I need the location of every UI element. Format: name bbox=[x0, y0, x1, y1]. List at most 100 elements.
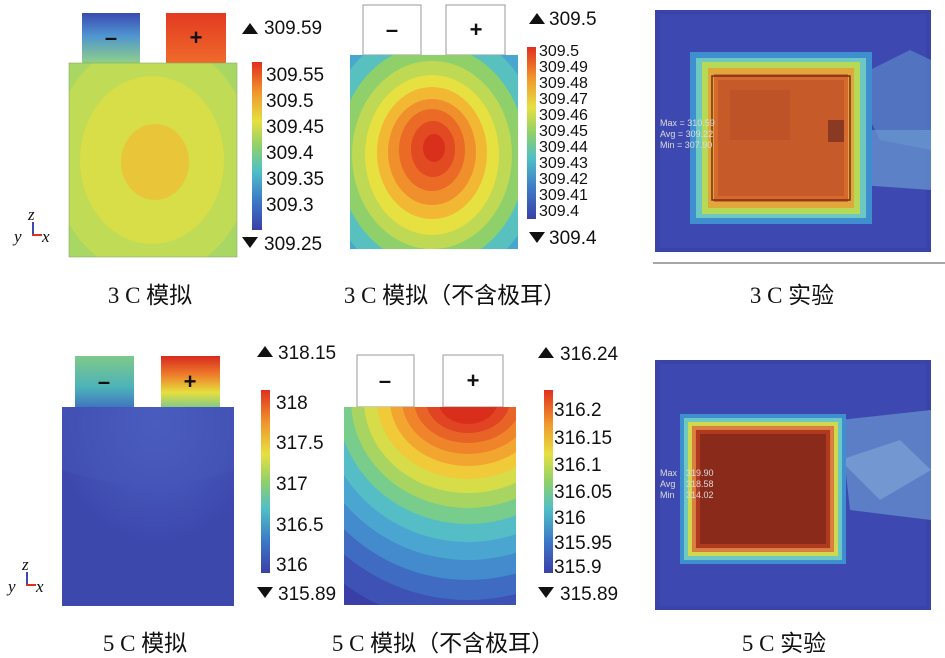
scale-3c-tick: 309.55 bbox=[266, 65, 325, 86]
pos-sign-5c-notab: + bbox=[466, 368, 480, 393]
scale-5c-notab-tick: 316.2 bbox=[554, 400, 602, 421]
scale-3c-tick: 309.3 bbox=[266, 195, 314, 216]
neg-sign-3c-notab: – bbox=[385, 17, 399, 42]
thermal-5c-avg-value: 318.58 bbox=[686, 479, 714, 489]
cell-body-3c-notab bbox=[350, 55, 518, 249]
scale-5c-tick: 316 bbox=[276, 555, 308, 576]
sim-5c-notab-panel bbox=[344, 354, 516, 605]
cell-body-3c bbox=[69, 63, 237, 257]
axis-x-label: x bbox=[36, 577, 44, 596]
scale-5c-notab-tick: 315.9 bbox=[554, 557, 602, 578]
sim-3c-panel bbox=[68, 13, 238, 258]
max-triangle-icon bbox=[242, 23, 258, 34]
thermal-5c-max-value: 319.90 bbox=[686, 468, 714, 478]
scale-5c-notab-tick: 315.95 bbox=[554, 533, 613, 554]
scale-3c-tick: 309.45 bbox=[266, 117, 325, 138]
sim-5c-panel bbox=[62, 356, 234, 606]
axis-triad-3c: z y x bbox=[14, 206, 64, 246]
caption-3c-exp: 3 C 实验 bbox=[749, 283, 835, 308]
caption-5c-sim-notab: 5 C 模拟（不含极耳） bbox=[331, 631, 555, 656]
scale-5c-notab-tick: 316.15 bbox=[554, 428, 613, 449]
pos-sign-3c-notab: + bbox=[469, 17, 483, 42]
caption-3c-sim-notab: 3 C 模拟（不含极耳） bbox=[343, 283, 567, 308]
colorbar-5c bbox=[257, 346, 273, 598]
scale-3c-notab-tick: 309.47 bbox=[539, 91, 588, 108]
scale-5c-tick: 318 bbox=[276, 393, 308, 414]
caption-5c-sim: 5 C 模拟 bbox=[102, 631, 188, 656]
min-triangle-icon bbox=[529, 232, 545, 243]
scale-3c-notab-min: 309.4 bbox=[549, 228, 597, 249]
thermal-5c-min-label: Min bbox=[660, 490, 675, 500]
scale-3c-max: 309.59 bbox=[264, 18, 323, 39]
scale-3c-tick: 309.4 bbox=[266, 143, 314, 164]
max-triangle-icon bbox=[529, 13, 545, 24]
thermal-3c-image bbox=[655, 10, 931, 252]
neg-tab-5c bbox=[75, 356, 134, 408]
axis-x-line bbox=[32, 234, 42, 236]
pos-sign-3c: + bbox=[189, 25, 203, 50]
min-triangle-icon bbox=[257, 587, 273, 598]
scale-5c-notab-max: 316.24 bbox=[560, 344, 619, 365]
neg-sign-5c: – bbox=[97, 369, 111, 394]
thermal-3c-min: Min = 307.90 bbox=[660, 140, 713, 150]
scale-3c-tick: 309.35 bbox=[266, 169, 325, 190]
max-triangle-icon bbox=[257, 346, 273, 357]
scale-5c-max: 318.15 bbox=[278, 343, 337, 364]
scale-5c-min: 315.89 bbox=[278, 584, 337, 605]
sim-3c-notab-panel bbox=[350, 4, 518, 249]
scale-3c-min: 309.25 bbox=[264, 234, 323, 255]
scale-5c-notab-min: 315.89 bbox=[560, 584, 619, 605]
scale-3c-notab-tick: 309.44 bbox=[539, 139, 588, 156]
scale-5c-notab-tick: 316 bbox=[554, 508, 586, 529]
axis-z-label: z bbox=[28, 205, 35, 224]
max-triangle-icon bbox=[538, 347, 554, 358]
pos-tab-5c-notab bbox=[442, 354, 504, 408]
scale-3c-notab-tick: 309.43 bbox=[539, 155, 588, 172]
neg-sign-3c: – bbox=[104, 25, 118, 50]
colorbar-3c-notab bbox=[527, 13, 545, 243]
thermal-3c-max: Max = 310.59 bbox=[660, 118, 715, 128]
axis-x-label: x bbox=[42, 227, 50, 246]
neg-tab-3c-notab bbox=[362, 4, 422, 56]
axis-z-line bbox=[32, 222, 34, 236]
scale-5c-tick: 317 bbox=[276, 474, 308, 495]
axis-triad-5c: z y x bbox=[8, 556, 58, 596]
min-triangle-icon bbox=[242, 237, 258, 248]
neg-tab-3c bbox=[82, 13, 140, 63]
scale-3c-notab-tick: 309.49 bbox=[539, 59, 588, 76]
scale-3c-notab-tick: 309.41 bbox=[539, 187, 588, 204]
thermal-5c-max-label: Max bbox=[660, 468, 678, 478]
colorbar-5c-notab bbox=[538, 347, 554, 598]
axis-z-label: z bbox=[22, 555, 29, 574]
thermal-3c-readout: Max = 310.59 Avg = 309.22 Min = 307.90 bbox=[660, 118, 715, 151]
axis-y-label: y bbox=[8, 577, 16, 596]
colorbar-3c bbox=[242, 23, 262, 248]
min-triangle-icon bbox=[538, 587, 554, 598]
scale-5c-notab-tick: 316.05 bbox=[554, 482, 613, 503]
scale-3c-notab-tick: 309.46 bbox=[539, 107, 588, 124]
pos-tab-5c bbox=[161, 356, 220, 408]
scale-5c-tick: 316.5 bbox=[276, 515, 324, 536]
scale-3c-notab-tick: 309.48 bbox=[539, 75, 588, 92]
scale-3c-notab-tick: 309.42 bbox=[539, 171, 588, 188]
caption-5c-exp: 5 C 实验 bbox=[741, 631, 827, 656]
scale-3c-notab-max: 309.5 bbox=[549, 9, 597, 30]
cell-body-5c-notab bbox=[344, 407, 516, 605]
thermal-5c-avg-label: Avg bbox=[660, 479, 676, 489]
caption-3c-sim: 3 C 模拟 bbox=[107, 283, 193, 308]
scale-3c-notab-tick: 309.5 bbox=[539, 43, 580, 60]
pos-tab-3c-notab bbox=[445, 4, 506, 56]
scale-3c-notab-tick: 309.4 bbox=[539, 203, 580, 220]
pos-tab-3c bbox=[166, 13, 226, 63]
thermal-5c-image bbox=[655, 360, 931, 610]
axis-x-line bbox=[26, 584, 36, 586]
pos-sign-5c: + bbox=[183, 369, 197, 394]
scale-5c-tick: 317.5 bbox=[276, 433, 324, 454]
axis-y-label: y bbox=[14, 227, 22, 246]
neg-sign-5c-notab: – bbox=[378, 368, 392, 393]
thermal-5c-min-value: 314.02 bbox=[686, 490, 714, 500]
scale-3c-notab-tick: 309.45 bbox=[539, 123, 588, 140]
cell-body-5c bbox=[62, 407, 234, 606]
scale-5c-notab-tick: 316.1 bbox=[554, 455, 602, 476]
